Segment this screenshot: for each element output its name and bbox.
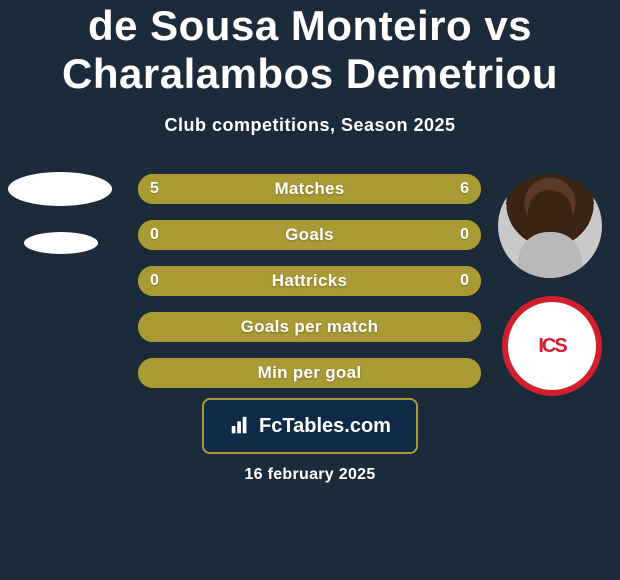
page-title: de Sousa Monteiro vs Charalambos Demetri… — [0, 0, 620, 99]
stat-row: Min per goal — [138, 358, 481, 388]
player-left-avatar-placeholder-2 — [24, 232, 98, 254]
stat-row: 00Hattricks — [138, 266, 481, 296]
stat-row: 56Matches — [138, 174, 481, 204]
player-right-avatar — [498, 174, 602, 278]
stat-row-left-fill — [138, 174, 294, 204]
fctables-badge: FcTables.com — [202, 398, 418, 454]
crest-monogram: ICS — [517, 311, 587, 381]
subtitle: Club competitions, Season 2025 — [0, 115, 620, 136]
stat-row: Goals per match — [138, 312, 481, 342]
stat-row: 00Goals — [138, 220, 481, 250]
player-right-club-crest: ICS — [502, 296, 602, 396]
player-left-avatar-placeholder-1 — [8, 172, 112, 206]
date-text: 16 february 2025 — [0, 466, 620, 484]
stats-panel: 56Matches 00Goals 00Hattricks Goals per mat… — [138, 174, 481, 404]
fctables-badge-text: FcTables.com — [259, 415, 391, 438]
bar-chart-icon — [229, 415, 251, 437]
comparison-card: de Sousa Monteiro vs Charalambos Demetri… — [0, 0, 620, 580]
